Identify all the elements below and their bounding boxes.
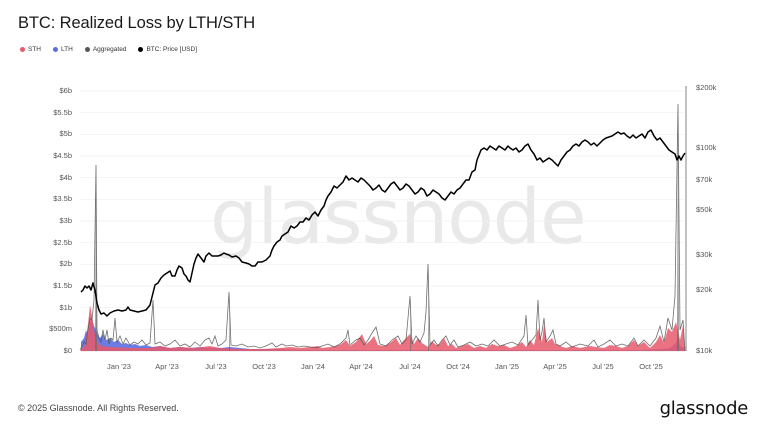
aggregated-spike — [95, 104, 679, 351]
y-left-tick: $1b — [59, 302, 72, 312]
x-tick: Jan '25 — [495, 362, 519, 371]
y-left-tick: $5b — [59, 129, 72, 139]
x-tick: Apr '24 — [349, 362, 373, 371]
y-left-tick: $2b — [59, 259, 72, 269]
x-tick: Apr '23 — [155, 362, 179, 371]
legend-label: LTH — [61, 46, 73, 53]
x-tick: Jul '23 — [205, 362, 227, 371]
chart-title: BTC: Realized Loss by LTH/STH — [18, 14, 256, 32]
copyright-text: © 2025 Glassnode. All Rights Reserved. — [18, 403, 179, 413]
sth-area — [80, 305, 685, 351]
y-right-tick: $50k — [696, 205, 713, 214]
btc-price-line — [80, 129, 686, 317]
chart-legend: STH LTH Aggregated BTC: Price [USD] — [20, 46, 197, 53]
legend-item-price[interactable]: BTC: Price [USD] — [138, 46, 197, 53]
y-right-tick: $30k — [696, 250, 713, 259]
gridlines — [80, 90, 685, 330]
legend-label: BTC: Price [USD] — [146, 46, 197, 53]
y-left-tick: $4.5b — [53, 151, 72, 160]
y-left-tick: $3b — [59, 216, 72, 225]
glassnode-logo: glassnode — [659, 398, 749, 419]
x-tick: Apr '25 — [543, 362, 567, 371]
y-left-tick: $500m — [49, 324, 72, 334]
price-dot-icon — [138, 47, 144, 52]
chart-area: glassnode $6b $5.5b — [49, 83, 717, 371]
y-right-tick: $200k — [696, 83, 717, 92]
aggregated-dot-icon — [84, 47, 90, 52]
y-left-tick: $6b — [59, 86, 72, 95]
x-tick: Oct '25 — [639, 362, 663, 371]
plot-svg — [79, 86, 687, 352]
y-left-tick: $5.5b — [53, 107, 72, 117]
y-left-tick: $3.5b — [53, 194, 72, 204]
lth-dot-icon — [53, 47, 58, 52]
legend-item-sth[interactable]: STH — [20, 46, 41, 53]
aggregated-line — [79, 103, 686, 352]
legend-label: STH — [28, 46, 41, 53]
x-tick: Jul '24 — [399, 362, 421, 371]
y-left-tick: $4b — [59, 172, 72, 182]
y-right-tick: $20k — [696, 285, 713, 294]
legend-item-aggregated[interactable]: Aggregated — [84, 46, 127, 53]
y-left-tick: $1.5b — [53, 281, 72, 290]
y-right-tick: $10k — [696, 346, 713, 355]
y-right-tick: $100k — [696, 143, 717, 152]
y-left-tick: $2.5b — [53, 237, 72, 247]
legend-label: Aggregated — [92, 46, 127, 53]
x-tick: Jan '24 — [301, 362, 325, 371]
legend-item-lth[interactable]: LTH — [53, 46, 73, 53]
y-left-tick: $0 — [63, 346, 72, 355]
x-tick: Oct '24 — [446, 362, 470, 371]
x-tick: Oct '23 — [252, 362, 276, 371]
x-tick: Jul '25 — [592, 362, 614, 371]
x-tick: Jan '23 — [107, 362, 131, 371]
lth-area — [81, 318, 685, 351]
sth-dot-icon — [20, 47, 25, 52]
y-right-tick: $70k — [696, 175, 713, 184]
